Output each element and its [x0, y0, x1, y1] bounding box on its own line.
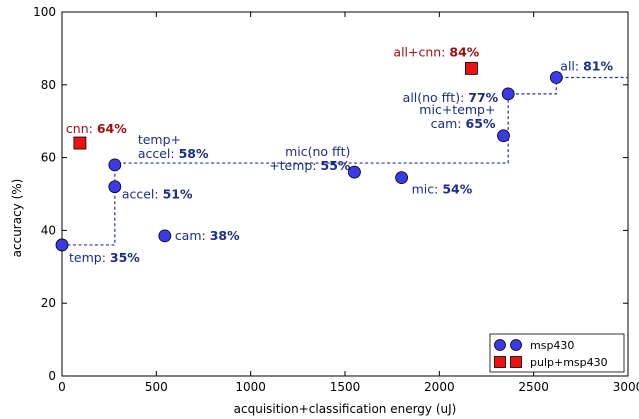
- point-labels: temp: 35% temp+ accel: 58% accel: 51% cam: 3…: [66, 44, 614, 265]
- point-msp430: [497, 129, 510, 143]
- point-label: all+cnn: 84%: [393, 44, 479, 59]
- y-tick-label: 60: [41, 151, 56, 165]
- legend-marker: [494, 356, 506, 368]
- point-label: mic+temp+ cam: 65%: [419, 102, 496, 131]
- x-tick-label: 1500: [330, 380, 361, 394]
- point-msp430: [158, 229, 172, 243]
- x-tick-label: 1000: [235, 380, 266, 394]
- y-tick-label: 80: [41, 78, 56, 92]
- y-tick-label: 100: [33, 5, 56, 19]
- point-msp430: [348, 165, 361, 179]
- y-tick-label: 40: [41, 223, 56, 237]
- point-label: mic: 54%: [412, 182, 473, 197]
- x-tick-label: 2500: [518, 380, 549, 394]
- x-tick-label: 500: [145, 380, 168, 394]
- point-label: temp: 35%: [69, 250, 140, 265]
- point-label: accel: 51%: [122, 187, 193, 202]
- point-msp430: [108, 158, 122, 172]
- x-axis-label: acquisition+classification energy (uJ): [234, 402, 457, 416]
- y-tick-label: 0: [48, 369, 56, 383]
- point-label: cam: 38%: [175, 228, 240, 243]
- x-tick-label: 2000: [424, 380, 455, 394]
- legend-marker: [494, 339, 506, 351]
- point-label: all(no fft): 77%: [403, 90, 499, 105]
- point-label: all: 81%: [560, 59, 613, 74]
- point-pulp+msp430: [465, 62, 478, 75]
- y-tick-label: 20: [41, 296, 56, 310]
- y-axis-label: accuracy (%): [10, 179, 24, 258]
- point-label: temp+ accel: 58%: [138, 132, 209, 161]
- point-msp430: [549, 71, 563, 84]
- x-tick-label: 0: [58, 380, 66, 394]
- point-pulp+msp430: [73, 136, 87, 150]
- legend-marker: [510, 356, 522, 368]
- legend: msp430 pulp+msp430: [489, 333, 625, 373]
- point-msp430: [501, 87, 515, 101]
- point-msp430: [395, 171, 409, 185]
- legend-entry-label: msp430: [530, 339, 574, 352]
- legend-entry-label: pulp+msp430: [530, 356, 608, 369]
- point-label: mic(no fft) +temp: 55%: [269, 144, 351, 173]
- data-points: [55, 62, 563, 252]
- pareto-front: [62, 76, 628, 246]
- pareto-line: [62, 76, 628, 246]
- point-msp430: [108, 180, 122, 194]
- point-msp430: [55, 238, 69, 252]
- point-label: cnn: 64%: [66, 121, 127, 136]
- legend-marker: [510, 339, 522, 351]
